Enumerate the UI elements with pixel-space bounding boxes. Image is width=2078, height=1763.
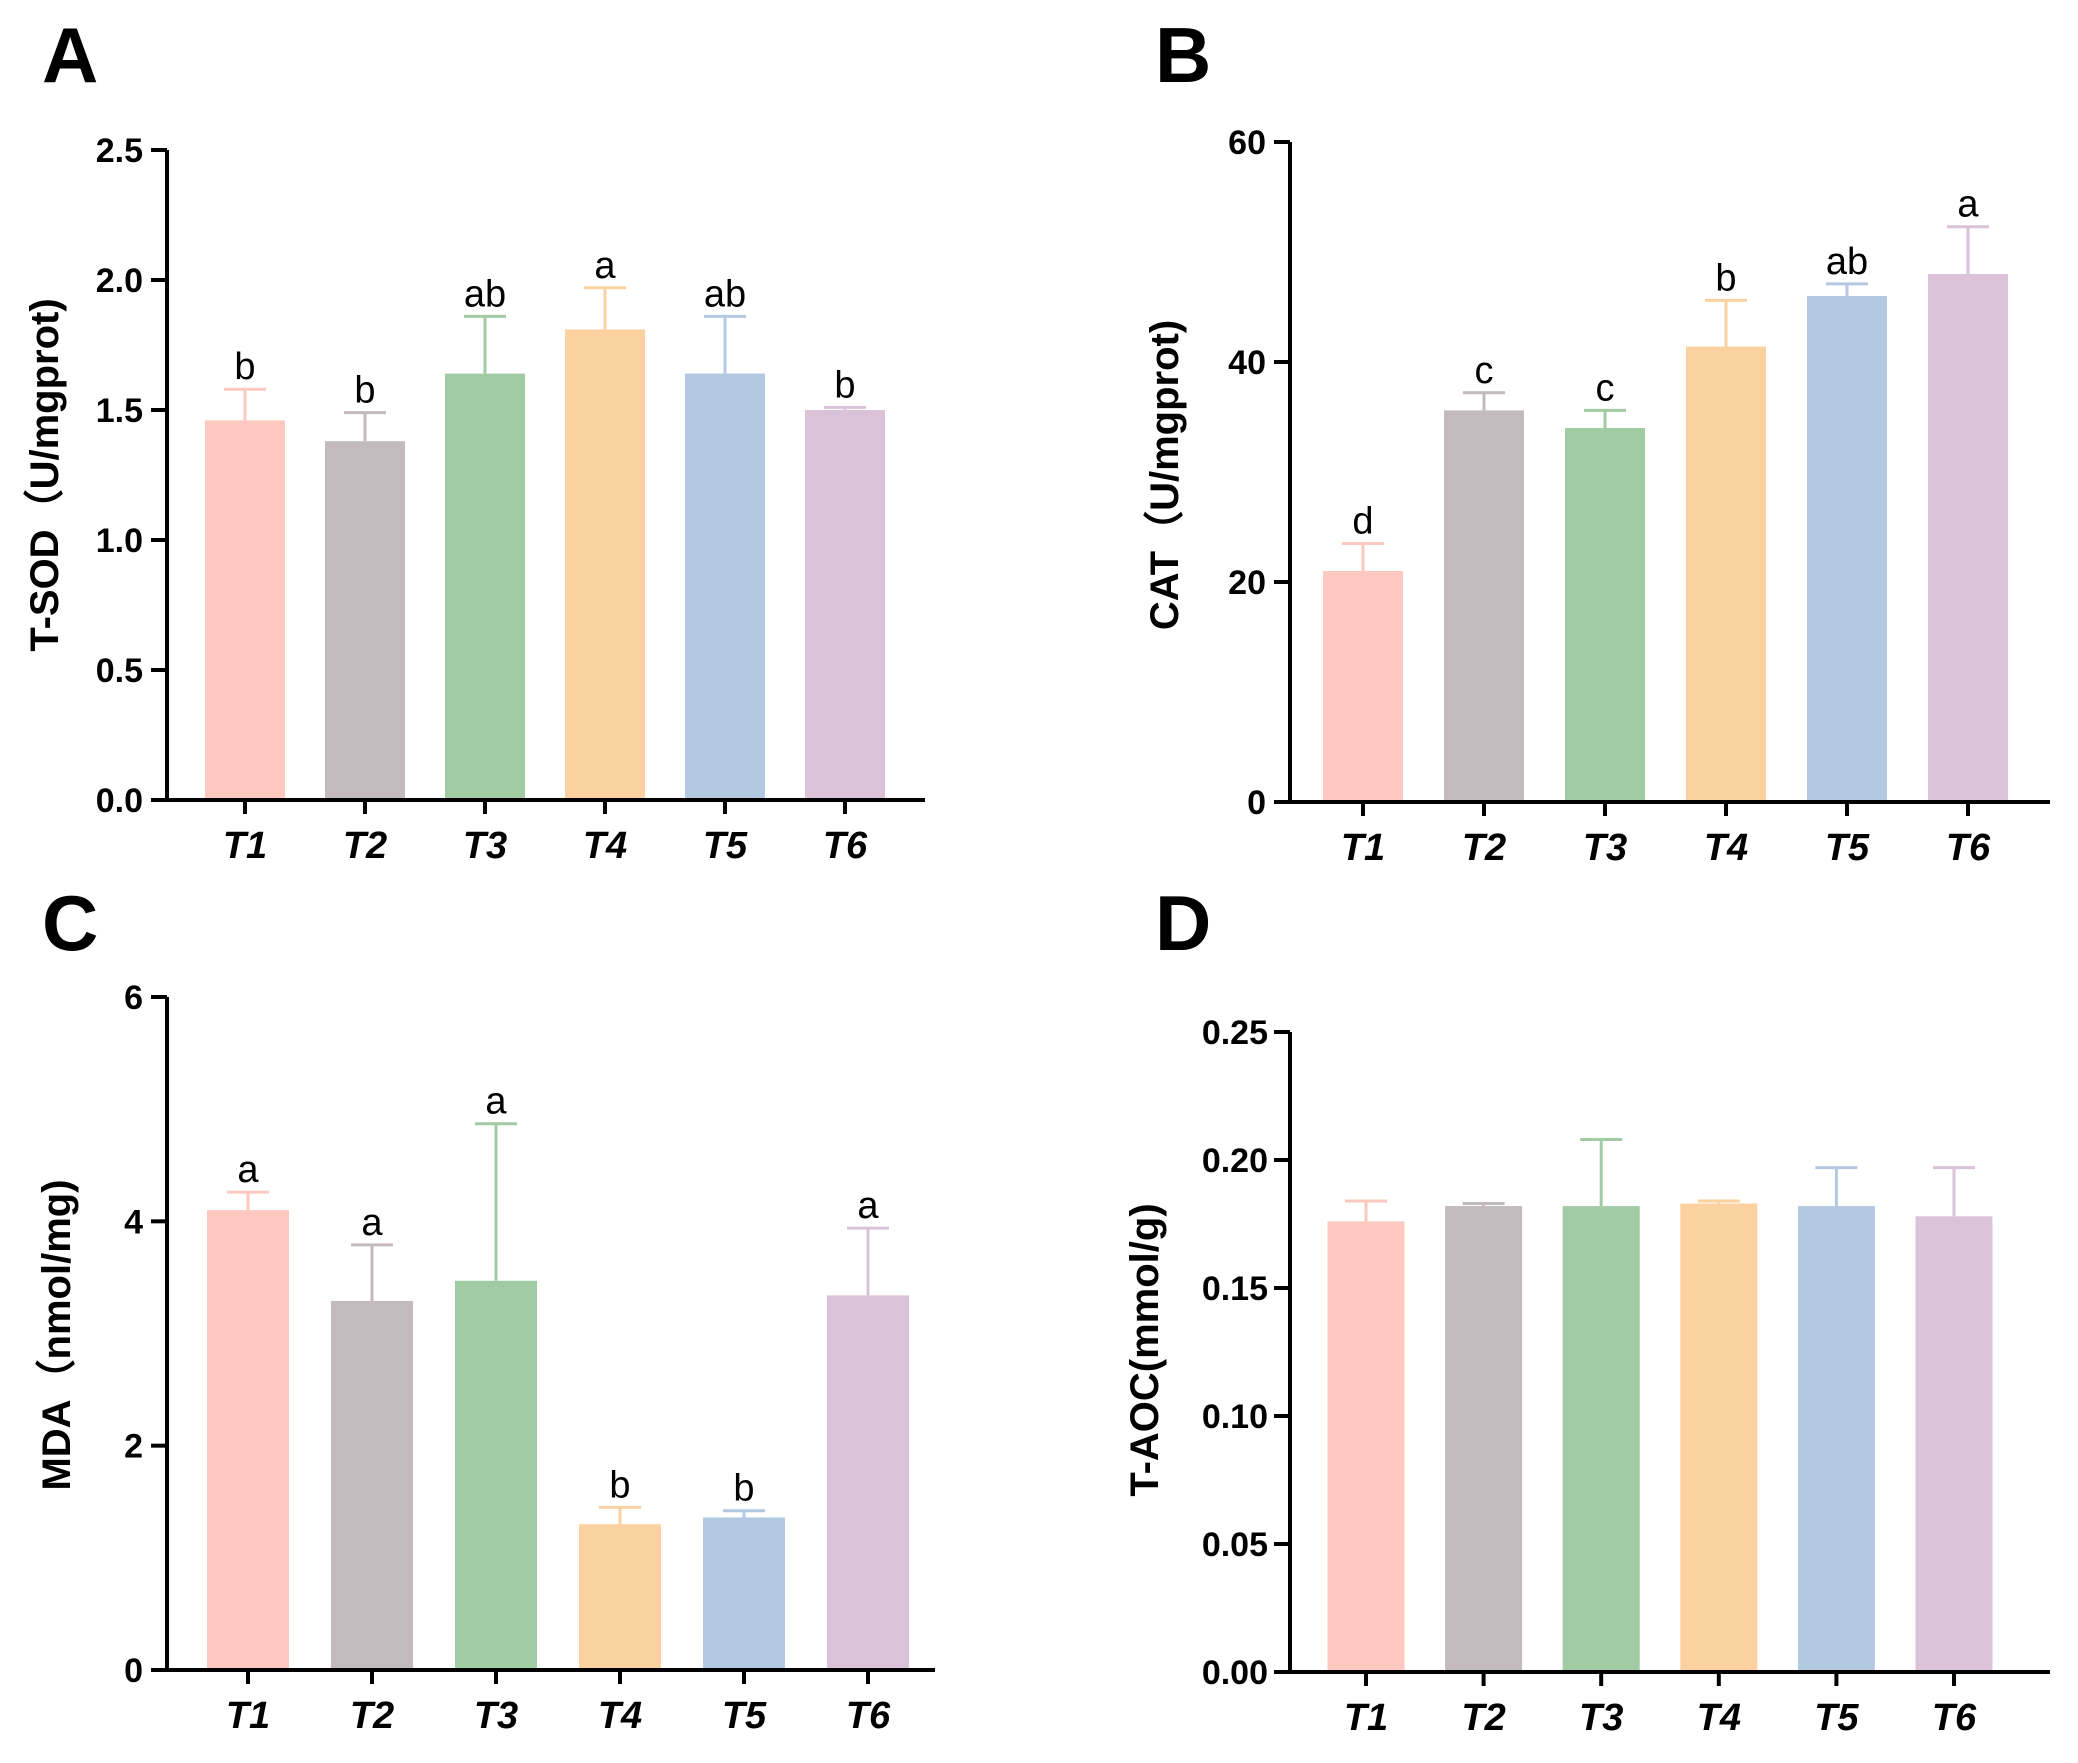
y-tick-label: 2 <box>124 1428 143 1466</box>
x-tick-label: T6 <box>846 1695 891 1737</box>
x-tick-label: T5 <box>1825 827 1870 869</box>
bar-t3 <box>455 1280 537 1670</box>
bar-t6 <box>827 1295 909 1670</box>
significance-letter: b <box>609 1464 630 1506</box>
y-tick-label: 1.5 <box>96 392 143 430</box>
bar-t3 <box>445 373 525 800</box>
bar-t4 <box>1686 346 1766 802</box>
x-tick-label: T3 <box>463 825 507 867</box>
y-axis-label: MDA（nmol/mg) <box>35 1179 79 1490</box>
x-tick-label: T5 <box>703 825 748 867</box>
bar-t1 <box>1327 1221 1405 1672</box>
panel-letter: B <box>1155 11 1211 99</box>
x-tick-label: T5 <box>722 1695 767 1737</box>
bar-t2 <box>331 1300 413 1670</box>
x-tick-label: T4 <box>598 1695 642 1737</box>
y-tick-label: 1.0 <box>96 522 143 560</box>
significance-letter: ab <box>704 273 746 315</box>
bar-t2 <box>325 441 405 800</box>
y-tick-label: 20 <box>1228 564 1266 602</box>
y-tick-label: 0.20 <box>1202 1142 1268 1180</box>
significance-letter: b <box>234 346 255 388</box>
y-axis-label: T-AOC(mmol/g) <box>1123 1203 1167 1496</box>
y-tick-label: 0 <box>124 1652 143 1690</box>
y-tick-label: 0.0 <box>96 782 143 820</box>
y-tick-label: 0.05 <box>1202 1526 1268 1564</box>
panel-d: D T-AOC(mmol/g) T1 T2 T3 T4 T5 T6 0.00 0.05 0.10 0.… <box>1123 879 2050 1739</box>
y-tick-label: 2.5 <box>96 132 143 170</box>
y-axis-label: CAT（U/mgprot) <box>1143 320 1187 630</box>
significance-letter: a <box>485 1081 507 1123</box>
panel-letter: D <box>1155 879 1211 967</box>
x-tick-label: T4 <box>583 825 627 867</box>
bar-t6 <box>805 410 885 800</box>
significance-letter: a <box>237 1149 259 1191</box>
bar-t1 <box>207 1210 289 1670</box>
y-tick-label: 0.00 <box>1202 1654 1268 1692</box>
significance-letter: a <box>594 245 616 287</box>
y-tick-label: 0 <box>1247 784 1266 822</box>
significance-letter: a <box>857 1185 879 1227</box>
significance-letter: d <box>1352 501 1373 543</box>
y-tick-label: 0.10 <box>1202 1398 1268 1436</box>
significance-letter: b <box>834 364 855 406</box>
bar-t4 <box>565 329 645 800</box>
x-tick-label: T2 <box>1462 827 1506 869</box>
x-tick-label: T2 <box>350 1695 394 1737</box>
significance-letter: ab <box>1826 241 1868 283</box>
bar-t5 <box>1807 296 1887 802</box>
x-tick-label: T3 <box>474 1695 518 1737</box>
y-tick-label: 0.5 <box>96 652 143 690</box>
y-tick-label: 4 <box>124 1203 143 1241</box>
x-tick-label: T1 <box>226 1695 270 1737</box>
significance-letter: a <box>361 1202 383 1244</box>
x-tick-label: T3 <box>1579 1697 1623 1739</box>
bar-t3 <box>1565 428 1645 802</box>
x-tick-label: T1 <box>1341 827 1385 869</box>
y-axis-label: T-SOD（U/mgprot) <box>23 298 67 651</box>
significance-letter: b <box>354 370 375 412</box>
x-tick-label: T5 <box>1814 1697 1859 1739</box>
x-tick-label: T3 <box>1583 827 1627 869</box>
x-tick-label: T6 <box>1932 1697 1977 1739</box>
significance-letter: ab <box>464 273 506 315</box>
x-tick-label: T1 <box>223 825 267 867</box>
y-tick-label: 0.25 <box>1202 1014 1268 1052</box>
x-tick-label: T2 <box>343 825 387 867</box>
bar-t1 <box>1323 571 1403 802</box>
panel-letter: A <box>42 11 98 99</box>
x-tick-label: T6 <box>823 825 868 867</box>
bar-t6 <box>1928 274 2008 802</box>
x-tick-label: T1 <box>1344 1697 1388 1739</box>
significance-letter: b <box>1715 257 1736 299</box>
bar-t5 <box>685 373 765 800</box>
bar-t2 <box>1445 1206 1523 1672</box>
x-tick-label: T4 <box>1697 1697 1741 1739</box>
x-tick-label: T4 <box>1704 827 1748 869</box>
y-tick-label: 60 <box>1228 124 1266 162</box>
panel-letter: C <box>42 879 98 967</box>
bar-t5 <box>1797 1206 1875 1672</box>
bar-t6 <box>1915 1216 1993 1672</box>
y-tick-label: 6 <box>124 979 143 1017</box>
y-tick-label: 2.0 <box>96 262 143 300</box>
panel-c: C MDA（nmol/mg) a T1 a T2 a T3 b T4 b T5 a T6 0 2 4 6 <box>35 879 935 1737</box>
bar-t4 <box>1680 1203 1758 1672</box>
bar-t2 <box>1444 410 1524 802</box>
bar-t4 <box>579 1524 661 1670</box>
panel-a: A T-SOD（U/mgprot) b T1 b T2 ab T3 a T4 ab T5 b T6 0.0 0… <box>23 11 925 867</box>
x-tick-label: T2 <box>1461 1697 1505 1739</box>
y-tick-label: 0.15 <box>1202 1270 1268 1308</box>
significance-letter: a <box>1957 184 1979 226</box>
significance-letter: c <box>1596 367 1615 409</box>
significance-letter: c <box>1475 350 1494 392</box>
bar-t3 <box>1562 1206 1640 1672</box>
bar-t5 <box>703 1517 785 1670</box>
significance-letter: b <box>733 1468 754 1510</box>
panel-b: B CAT（U/mgprot) d T1 c T2 c T3 b T4 ab T5 a T6 0 20 40 60 <box>1143 11 2050 869</box>
x-tick-label: T6 <box>1946 827 1991 869</box>
y-tick-label: 40 <box>1228 344 1266 382</box>
bar-t1 <box>205 420 285 800</box>
